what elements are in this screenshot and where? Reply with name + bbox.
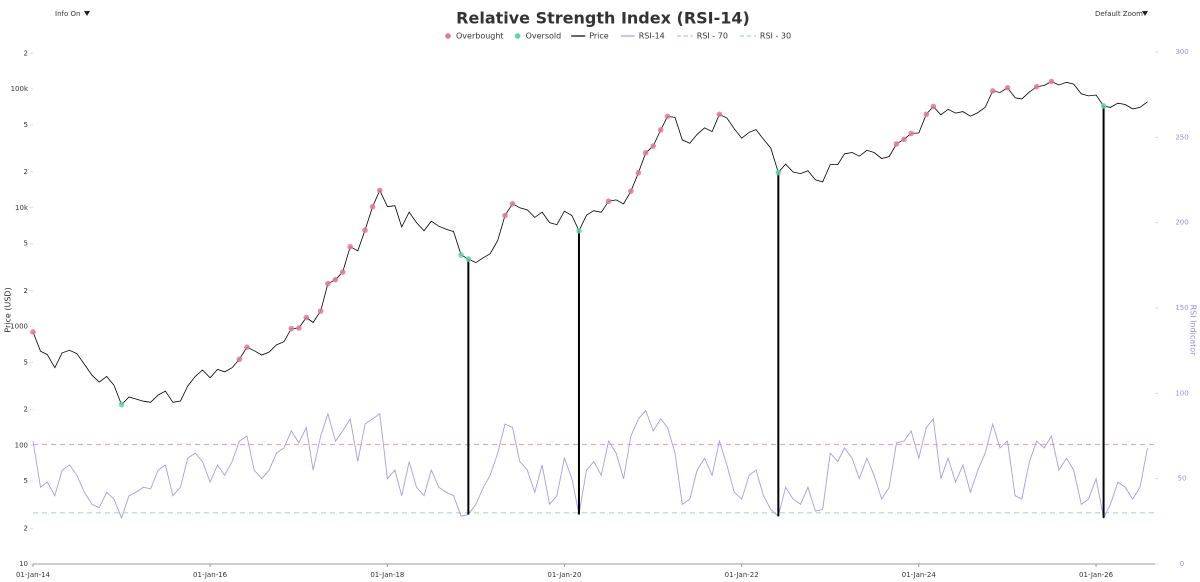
y-tick-label: 2 <box>24 524 28 532</box>
overbought-point <box>901 136 907 143</box>
x-tick-label: 01-Jan-14 <box>16 571 51 579</box>
y-tick-label: 100k <box>11 85 29 93</box>
info-toggle[interactable]: Info On <box>55 10 80 18</box>
overbought-point <box>288 325 295 332</box>
overbought-point <box>332 276 339 283</box>
overbought-point <box>1004 84 1011 91</box>
overbought-point <box>369 203 376 210</box>
overbought-point <box>347 243 354 250</box>
overbought-point <box>325 280 331 287</box>
overbought-point <box>635 169 642 176</box>
overbought-point <box>362 227 368 234</box>
overbought-point <box>509 200 516 207</box>
legend-marker <box>514 33 521 39</box>
legend-label: RSI - 70 <box>697 32 728 41</box>
y2-tick-label: 50 <box>1178 475 1187 483</box>
overbought-point <box>930 103 937 110</box>
y-tick-label: 10 <box>19 560 28 568</box>
legend-label: Oversold <box>526 32 562 41</box>
y-tick-label: 2 <box>24 287 28 295</box>
dropdown-arrow[interactable] <box>1142 11 1148 16</box>
y-tick-label: 5 <box>24 240 28 248</box>
y2-tick-label: 150 <box>1175 304 1188 312</box>
y-axis-label: Price (USD) <box>4 287 13 332</box>
y-tick-label: 2 <box>24 49 28 57</box>
y2-tick-label: 100 <box>1175 389 1188 397</box>
legend-marker <box>445 33 451 39</box>
y2-axis-label: RSI Indicator <box>1189 305 1198 357</box>
x-tick-label: 01-Jan-16 <box>193 571 228 579</box>
overbought-point <box>296 325 302 331</box>
x-tick-label: 01-Jan-26 <box>1079 571 1114 579</box>
y-tick-label: 10k <box>15 204 29 212</box>
overbought-point <box>236 356 243 363</box>
oversold-point <box>118 401 125 408</box>
y-tick-label: 100 <box>15 441 28 449</box>
price-line <box>32 81 1148 406</box>
overbought-point <box>650 143 656 149</box>
legend-label: Overbought <box>456 32 504 41</box>
overbought-point <box>989 88 996 94</box>
y-tick-label: 5 <box>24 358 28 366</box>
overbought-point <box>716 111 723 118</box>
overbought-point <box>1048 78 1055 85</box>
x-tick-label: 01-Jan-22 <box>725 571 759 579</box>
oversold-point <box>465 256 472 262</box>
legend-label: Price <box>589 32 609 41</box>
overbought-point <box>502 212 508 219</box>
y2-tick-label: 200 <box>1175 219 1188 227</box>
oversold-point <box>458 252 464 258</box>
oversold-point <box>775 169 782 176</box>
legend-label: RSI-14 <box>639 32 665 41</box>
y-tick-label: 5 <box>24 121 28 129</box>
overbought-point <box>303 314 310 321</box>
rsi-line <box>32 409 1148 520</box>
overbought-point <box>244 344 250 350</box>
oversold-point <box>576 227 582 234</box>
overbought-point <box>657 127 664 133</box>
y2-tick-label: 0 <box>1180 560 1184 568</box>
overbought-point <box>30 329 36 335</box>
overbought-point <box>908 130 915 137</box>
overbought-point <box>317 308 324 314</box>
y-tick-label: 5 <box>24 477 28 485</box>
oversold-point <box>1100 103 1107 109</box>
overbought-point <box>642 150 649 156</box>
y-tick-label: 1000 <box>10 323 28 331</box>
dropdown-arrow[interactable] <box>84 11 90 16</box>
overbought-point <box>628 188 634 194</box>
overbought-point <box>664 113 671 120</box>
y2-tick-label: 300 <box>1175 48 1188 56</box>
y2-tick-label: 250 <box>1175 133 1188 141</box>
y-tick-label: 2 <box>24 168 28 176</box>
x-tick-label: 01-Jan-18 <box>370 571 404 579</box>
overbought-point <box>339 269 346 275</box>
zoom-select[interactable]: Default Zoom <box>1095 10 1143 18</box>
overbought-point <box>923 111 930 118</box>
x-tick-label: 01-Jan-20 <box>547 571 581 579</box>
overbought-point <box>893 141 900 147</box>
overbought-point <box>377 187 383 194</box>
y-tick-label: 2 <box>24 406 28 414</box>
overbought-point <box>605 198 612 205</box>
legend-label: RSI - 30 <box>760 32 791 41</box>
x-tick-label: 01-Jan-24 <box>902 571 937 579</box>
overbought-point <box>1033 83 1040 90</box>
chart-title: Relative Strength Index (RSI-14) <box>456 9 750 28</box>
